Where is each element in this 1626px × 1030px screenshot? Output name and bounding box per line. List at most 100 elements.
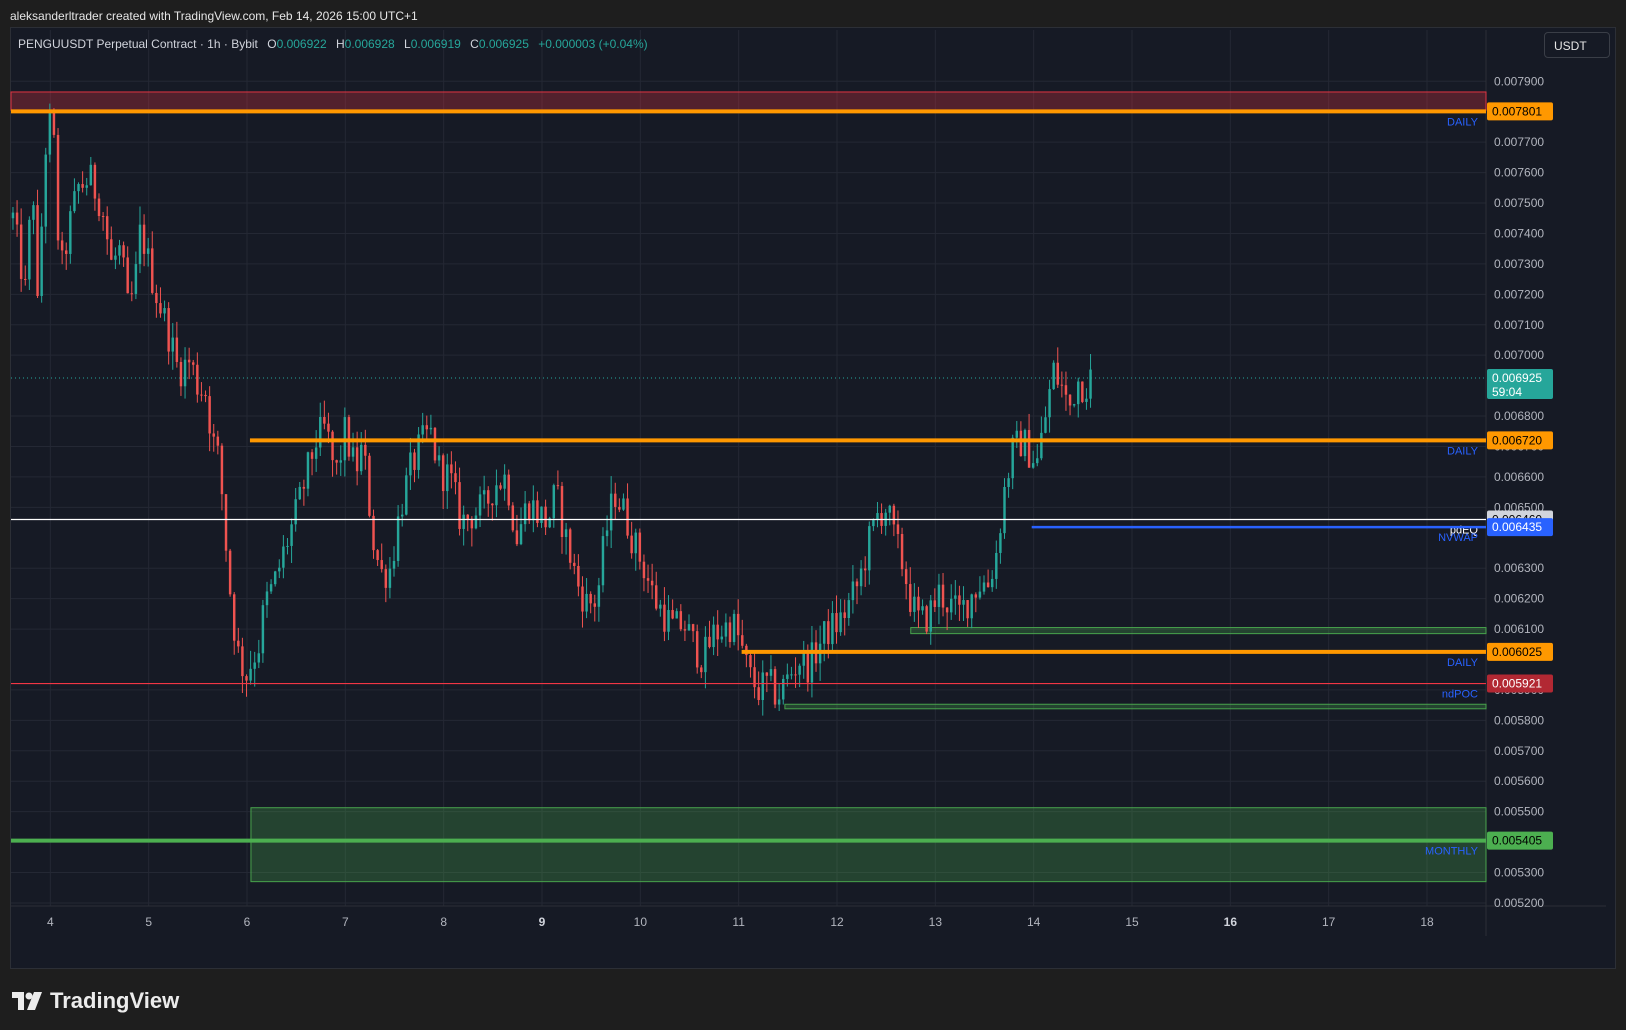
candle-body bbox=[1023, 430, 1027, 457]
candle-body bbox=[933, 600, 937, 607]
candle-body bbox=[339, 460, 342, 463]
price-tag-bg bbox=[1487, 831, 1553, 850]
candle-body bbox=[400, 514, 404, 517]
candle-body bbox=[941, 584, 945, 608]
price-tag-bg bbox=[1487, 674, 1553, 693]
candle-body bbox=[716, 624, 719, 640]
candle-body bbox=[388, 568, 392, 588]
candle-body bbox=[462, 514, 465, 529]
candle-body bbox=[52, 111, 56, 135]
candle-body bbox=[441, 455, 445, 492]
candle-body bbox=[728, 622, 732, 643]
candle-body bbox=[261, 605, 265, 654]
high-value: 0.006928 bbox=[344, 37, 395, 51]
candle-body bbox=[77, 184, 80, 192]
candles bbox=[11, 103, 1092, 716]
candle-body bbox=[466, 514, 469, 519]
candle-body bbox=[478, 494, 482, 516]
level-name-monthly: MONTHLY bbox=[1425, 846, 1479, 858]
candle-body bbox=[642, 561, 646, 579]
candle-body bbox=[523, 503, 527, 525]
candle-body bbox=[839, 612, 842, 633]
candle-body bbox=[556, 485, 560, 487]
candle-body bbox=[118, 245, 121, 256]
candle-body bbox=[675, 611, 678, 619]
candle-body bbox=[335, 460, 338, 463]
candle-body bbox=[273, 571, 277, 585]
candle-body bbox=[544, 506, 547, 528]
candle-body bbox=[249, 668, 252, 681]
candle-body bbox=[1052, 362, 1055, 390]
candle-body bbox=[482, 490, 486, 495]
y-tick-label: 0.007400 bbox=[1494, 226, 1544, 240]
candle-body bbox=[732, 613, 736, 643]
candle-body bbox=[36, 205, 39, 296]
candle-body bbox=[798, 665, 801, 675]
candle-body bbox=[421, 425, 424, 435]
symbol-legend: PENGUUSDT Perpetual Contract · 1h · Bybi… bbox=[18, 37, 648, 51]
candle-body bbox=[790, 674, 793, 676]
candle-body bbox=[568, 529, 572, 563]
candle-body bbox=[44, 154, 47, 227]
candle-body bbox=[827, 621, 830, 645]
candle-body bbox=[360, 444, 363, 472]
candle-body bbox=[48, 111, 52, 155]
candle-body bbox=[1085, 398, 1088, 402]
currency-button[interactable]: USDT bbox=[1544, 32, 1610, 58]
candle-body bbox=[736, 613, 740, 636]
candle-body bbox=[1019, 430, 1023, 457]
candle-body bbox=[65, 250, 68, 254]
candle-body bbox=[974, 594, 978, 598]
x-tick-label: 15 bbox=[1125, 915, 1139, 929]
x-tick-label: 10 bbox=[634, 915, 648, 929]
y-tick-label: 0.007000 bbox=[1494, 348, 1544, 362]
time-axis: 4 5 6 7 8 9 10 11 12 13 14 15 16 17 18 bbox=[47, 915, 1434, 929]
candle-body bbox=[794, 674, 797, 676]
candle-body bbox=[151, 248, 154, 293]
candle-body bbox=[384, 569, 388, 588]
candle-body bbox=[138, 224, 142, 265]
zone-box bbox=[250, 807, 1487, 883]
candle-body bbox=[110, 239, 113, 260]
candle-body bbox=[114, 255, 117, 260]
candle-body bbox=[294, 499, 297, 525]
candle-body bbox=[499, 485, 502, 489]
y-tick-label: 0.007700 bbox=[1494, 135, 1544, 149]
candle-body bbox=[577, 565, 580, 587]
change-value: +0.000003 (+0.04%) bbox=[538, 37, 648, 51]
candle-body bbox=[552, 485, 556, 519]
candle-body bbox=[314, 447, 318, 459]
candle-body bbox=[204, 394, 207, 397]
candle-body bbox=[712, 624, 715, 648]
candle-body bbox=[85, 185, 88, 188]
candle-body bbox=[241, 646, 244, 677]
candle-body bbox=[782, 678, 785, 700]
countdown-label: 59:04 bbox=[1492, 385, 1522, 399]
candle-body bbox=[1064, 385, 1068, 395]
x-tick-label: 7 bbox=[342, 915, 349, 929]
candle-body bbox=[741, 635, 744, 646]
price-tag-bg bbox=[1487, 642, 1553, 661]
candle-body bbox=[306, 452, 310, 489]
candle-body bbox=[1077, 381, 1080, 405]
close-value: 0.006925 bbox=[478, 37, 529, 51]
candle-body bbox=[351, 447, 355, 457]
candle-body bbox=[605, 530, 609, 537]
candle-body bbox=[724, 622, 728, 637]
candle-body bbox=[761, 672, 764, 701]
candle-body bbox=[1007, 478, 1010, 488]
candle-body bbox=[1081, 381, 1084, 402]
candle-body bbox=[269, 584, 273, 592]
candle-body bbox=[917, 596, 920, 611]
x-tick-label: 18 bbox=[1420, 915, 1434, 929]
candle-body bbox=[1089, 369, 1092, 399]
candle-body bbox=[769, 669, 773, 676]
candle-body bbox=[671, 610, 674, 619]
candle-body bbox=[687, 624, 691, 631]
candle-body bbox=[515, 530, 519, 545]
candle-body bbox=[925, 606, 928, 632]
y-tick-label: 0.006200 bbox=[1494, 592, 1544, 606]
candle-body bbox=[97, 198, 101, 217]
